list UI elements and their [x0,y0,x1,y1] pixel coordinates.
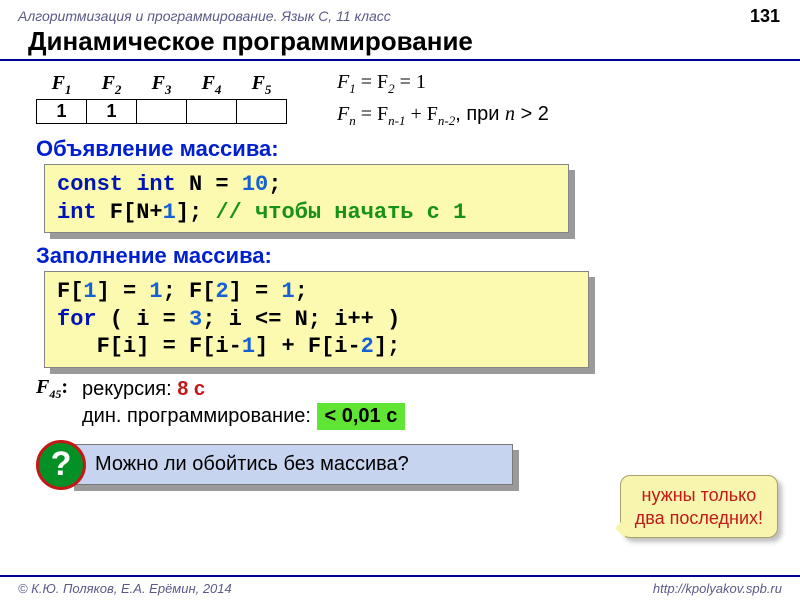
fib-table: F1 F2 F3 F4 F5 1 1 [36,71,287,124]
table-header: F5 [237,71,287,100]
table-cell [237,100,287,124]
fib-row: F1 F2 F3 F4 F5 1 1 F1 = F2 = 1 Fn = Fn-1… [0,67,800,130]
table-cell: 1 [87,100,137,124]
callout-note: нужны только два последних! [620,475,778,538]
question-icon: ? [36,440,86,490]
table-header: F1 [37,71,87,100]
slide-footer: © К.Ю. Поляков, Е.А. Ерёмин, 2014 http:/… [0,575,800,600]
table-header: F3 [137,71,187,100]
table-cell [187,100,237,124]
slide-header: Алгоритмизация и программирование. Язык … [0,0,800,26]
footer-right: http://kpolyakov.spb.ru [653,581,782,596]
table-cell [137,100,187,124]
table-header: F4 [187,71,237,100]
page-number: 131 [750,6,780,27]
f45-label: F45: [36,376,82,402]
code-block-2: F[1] = 1; F[2] = 1; for ( i = 3; i <= N;… [44,271,589,368]
section-array-fill: Заполнение массива: [0,237,800,271]
table-cell: 1 [37,100,87,124]
math-formulas: F1 = F2 = 1 Fn = Fn-1 + Fn-2, при n > 2 [337,67,549,130]
slide-title: Динамическое программирование [0,26,800,61]
footer-left: © К.Ю. Поляков, Е.А. Ерёмин, 2014 [18,581,232,596]
question-box: Можно ли обойтись без массива? [68,444,513,485]
table-header: F2 [87,71,137,100]
code-block-1: const int N = 10; int F[N+1]; // чтобы н… [44,164,569,233]
results: F45: рекурсия: 8 с дин. программирование… [0,372,800,430]
section-array-decl: Объявление массива: [0,130,800,164]
